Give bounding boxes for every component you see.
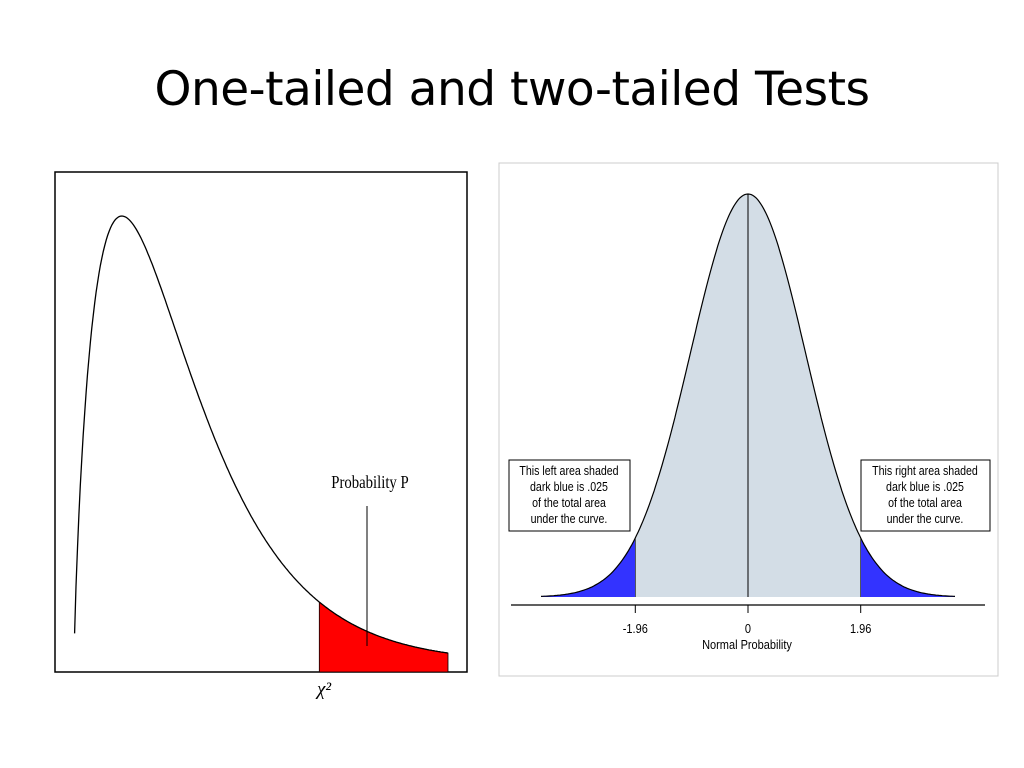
x-tick-label: -1.96 [623, 622, 648, 636]
x-tick-label: 1.96 [850, 622, 872, 636]
left-annotation-box [508, 459, 631, 532]
left-tail-annotation: This left area shaded dark blue is .025 … [508, 459, 631, 532]
normal-distribution-chart: -1.96 0 1.96 Normal Probability This left … [498, 162, 999, 677]
right-annotation-line-2: dark blue is .025 [886, 480, 964, 494]
chi-square-chart: Probability P χ² [54, 171, 468, 700]
left-annotation-line-1: This left area shaded [519, 464, 618, 478]
left-annotation-line-4: under the curve. [531, 512, 608, 526]
right-tail-area [860, 538, 955, 597]
probability-label: Probability P [331, 472, 408, 493]
left-tail-area [541, 538, 636, 597]
chi-square-marker-label: χ² [315, 679, 331, 700]
normal-x-axis-label: Normal Probability [702, 638, 792, 652]
chi-density-curve [73, 215, 449, 654]
right-annotation-line-4: under the curve. [887, 512, 964, 526]
left-annotation-line-2: dark blue is .025 [530, 480, 608, 494]
slide-title: One-tailed and two-tailed Tests [154, 62, 870, 117]
normal-ticks: -1.96 0 1.96 [623, 605, 872, 636]
chi-plot-frame [54, 171, 468, 673]
right-annotation-box [860, 459, 991, 532]
right-tail-annotation: This right area shaded dark blue is .025… [860, 459, 991, 532]
x-tick-label: 0 [745, 622, 752, 636]
left-annotation-line-3: of the total area [532, 496, 606, 510]
right-annotation-line-1: This right area shaded [872, 464, 978, 478]
right-annotation-line-3: of the total area [888, 496, 962, 510]
